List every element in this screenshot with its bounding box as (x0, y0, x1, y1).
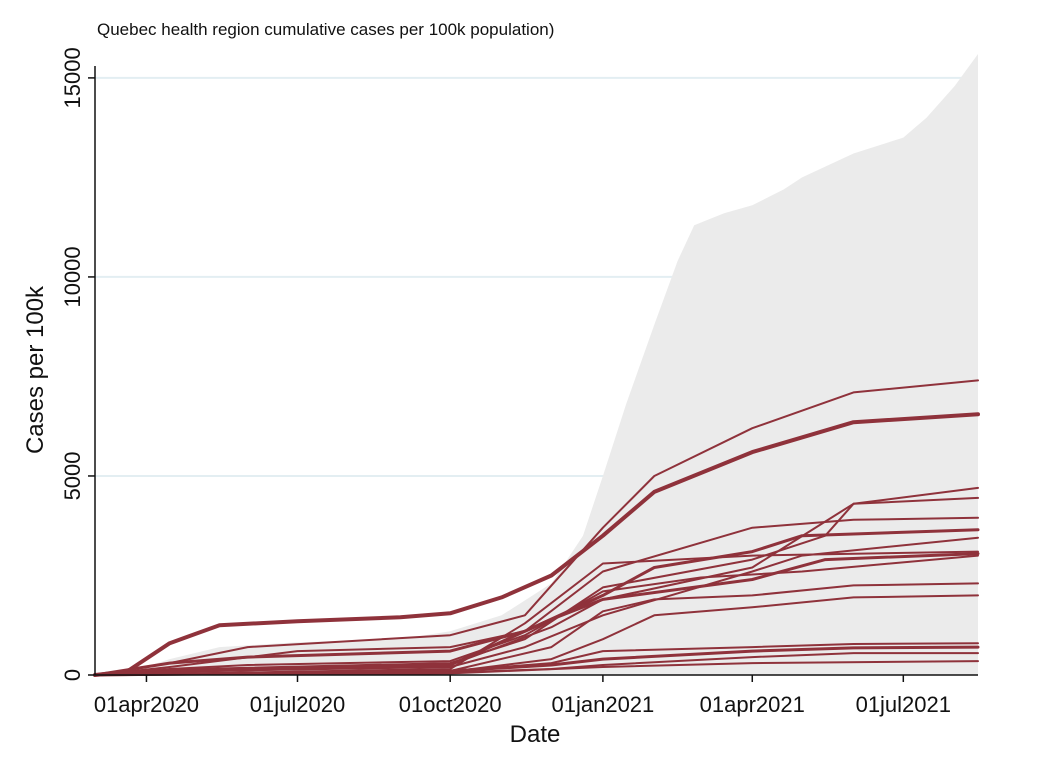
chart-title: Quebec health region cumulative cases pe… (97, 20, 555, 39)
series-line-2 (94, 486, 979, 676)
band-layer (95, 54, 978, 675)
y-tick-label-2: 10000 (60, 246, 85, 307)
y-tick-label-1: 5000 (60, 451, 85, 500)
series-line-14 (94, 660, 979, 676)
x-tick-label-2: 01oct2020 (399, 692, 502, 717)
series-line-12 (93, 645, 980, 677)
x-tick-label-4: 01apr2021 (700, 692, 805, 717)
series-line-8 (93, 552, 980, 677)
series-line-1 (93, 412, 980, 677)
x-axis-title: Date (510, 721, 561, 748)
x-tick-label-3: 01jan2021 (552, 692, 655, 717)
axis-layer: 0 5000 10000 15000 01apr2020 01jul2020 01oct20… (60, 47, 978, 717)
series-line-15 (94, 554, 979, 676)
x-tick-label-5: 01jul2021 (856, 692, 951, 717)
series-line-0 (94, 379, 979, 676)
x-tick-label-1: 01jul2020 (250, 692, 345, 717)
series-line-7 (94, 550, 979, 676)
y-tick-label-0: 0 (60, 669, 85, 681)
range-band (95, 54, 978, 675)
y-axis-title: Cases per 100k (22, 285, 49, 454)
y-tick-label-3: 15000 (60, 47, 85, 108)
x-tick-label-0: 01apr2020 (94, 692, 199, 717)
series-layer (93, 379, 980, 677)
series-line-9 (94, 582, 979, 676)
